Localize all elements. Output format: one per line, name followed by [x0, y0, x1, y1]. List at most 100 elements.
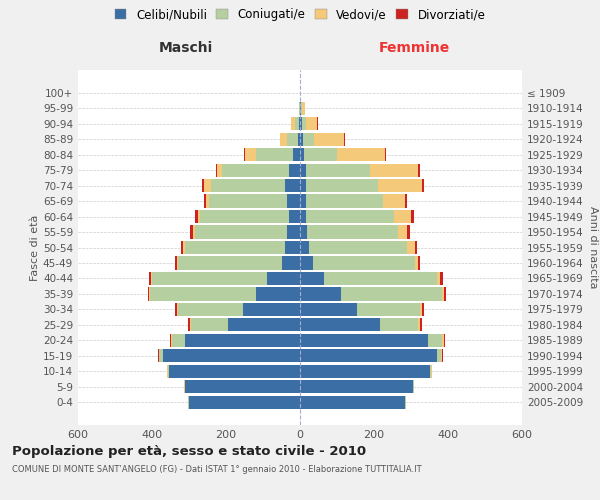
Text: Popolazione per età, sesso e stato civile - 2010: Popolazione per età, sesso e stato civil…: [12, 445, 366, 458]
Bar: [300, 364, 430, 378]
Bar: [300, 288, 341, 300]
Bar: [418, 318, 420, 332]
Bar: [380, 318, 418, 332]
Bar: [303, 132, 314, 145]
Bar: [437, 350, 442, 362]
Bar: [256, 288, 300, 300]
Bar: [306, 117, 317, 130]
Bar: [300, 272, 324, 285]
Bar: [313, 256, 415, 270]
Bar: [191, 318, 228, 332]
Bar: [302, 102, 305, 115]
Bar: [337, 148, 385, 161]
Bar: [300, 226, 307, 238]
Bar: [394, 210, 411, 223]
Bar: [190, 226, 193, 238]
Legend: Celibi/Nubili, Coniugati/e, Vedovi/e, Divorziati/e: Celibi/Nubili, Coniugati/e, Vedovi/e, Di…: [112, 6, 488, 24]
Bar: [215, 164, 217, 176]
Bar: [300, 179, 305, 192]
Bar: [300, 102, 301, 115]
Bar: [300, 396, 406, 409]
Bar: [289, 210, 300, 223]
Bar: [188, 396, 189, 409]
Bar: [358, 303, 420, 316]
Bar: [422, 303, 424, 316]
Bar: [300, 117, 302, 130]
Text: COMUNE DI MONTE SANT’ANGELO (FG) - Dati ISTAT 1° gennaio 2010 - Elaborazione TUT: COMUNE DI MONTE SANT’ANGELO (FG) - Dati …: [12, 466, 422, 474]
Bar: [266, 272, 300, 285]
Bar: [304, 148, 337, 161]
Bar: [407, 241, 415, 254]
Bar: [171, 334, 172, 347]
Bar: [411, 210, 414, 223]
Bar: [300, 210, 305, 223]
Bar: [442, 288, 445, 300]
Bar: [295, 117, 299, 130]
Bar: [193, 226, 194, 238]
Bar: [287, 226, 300, 238]
Bar: [169, 364, 300, 378]
Y-axis label: Anni di nascita: Anni di nascita: [587, 206, 598, 289]
Bar: [415, 241, 417, 254]
Bar: [305, 179, 378, 192]
Text: Femmine: Femmine: [379, 42, 449, 56]
Bar: [406, 194, 407, 207]
Bar: [300, 132, 303, 145]
Bar: [285, 179, 300, 192]
Bar: [324, 272, 437, 285]
Bar: [280, 132, 287, 145]
Bar: [177, 256, 178, 270]
Bar: [151, 272, 152, 285]
Bar: [428, 334, 442, 347]
Bar: [300, 350, 437, 362]
Bar: [185, 380, 300, 394]
Bar: [244, 148, 245, 161]
Y-axis label: Fasce di età: Fasce di età: [30, 214, 40, 280]
Bar: [430, 364, 431, 378]
Bar: [305, 210, 394, 223]
Bar: [344, 132, 345, 145]
Bar: [281, 256, 300, 270]
Bar: [370, 164, 418, 176]
Text: Maschi: Maschi: [159, 42, 213, 56]
Bar: [385, 148, 386, 161]
Bar: [418, 256, 420, 270]
Bar: [158, 350, 160, 362]
Bar: [189, 396, 300, 409]
Bar: [300, 303, 358, 316]
Bar: [160, 350, 163, 362]
Bar: [292, 117, 295, 130]
Bar: [198, 210, 200, 223]
Bar: [444, 288, 446, 300]
Bar: [188, 318, 190, 332]
Bar: [440, 272, 443, 285]
Bar: [289, 164, 300, 176]
Bar: [418, 164, 420, 176]
Bar: [170, 334, 171, 347]
Bar: [309, 241, 407, 254]
Bar: [298, 132, 300, 145]
Bar: [415, 256, 418, 270]
Bar: [383, 194, 406, 207]
Bar: [181, 241, 184, 254]
Bar: [178, 303, 242, 316]
Bar: [211, 179, 285, 192]
Bar: [200, 210, 289, 223]
Bar: [285, 241, 300, 254]
Bar: [287, 132, 298, 145]
Bar: [442, 334, 445, 347]
Bar: [300, 318, 380, 332]
Bar: [378, 179, 422, 192]
Bar: [178, 256, 281, 270]
Bar: [185, 241, 285, 254]
Bar: [407, 226, 410, 238]
Bar: [300, 164, 305, 176]
Bar: [148, 288, 149, 300]
Bar: [301, 102, 302, 115]
Bar: [398, 226, 407, 238]
Bar: [420, 318, 422, 332]
Bar: [300, 241, 309, 254]
Bar: [149, 288, 150, 300]
Bar: [293, 148, 300, 161]
Bar: [245, 148, 256, 161]
